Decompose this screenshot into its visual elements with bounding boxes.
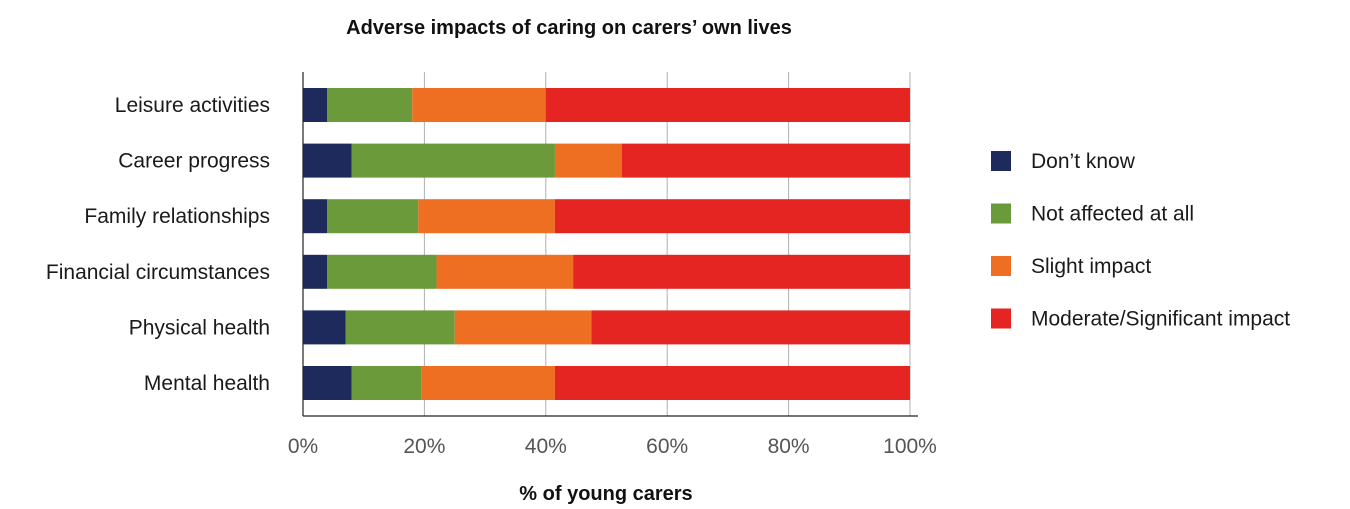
x-axis-title: % of young carers bbox=[519, 483, 692, 505]
bar-segment bbox=[351, 366, 422, 400]
x-tick-label: 20% bbox=[403, 435, 445, 458]
category-label: Career progress bbox=[118, 150, 270, 173]
bar-segment bbox=[621, 143, 910, 178]
legend-swatch bbox=[991, 151, 1011, 171]
x-tick-label: 60% bbox=[646, 435, 688, 458]
x-tick-label: 0% bbox=[288, 435, 318, 458]
category-labels: Leisure activities Career progress Family … bbox=[46, 94, 270, 395]
bar-segment bbox=[554, 199, 910, 234]
bar-segment bbox=[554, 143, 622, 178]
gridlines bbox=[423, 72, 911, 416]
bar-segment bbox=[351, 143, 555, 178]
bar-segment bbox=[412, 88, 546, 122]
x-tick-label: 80% bbox=[768, 435, 810, 458]
category-label: Physical health bbox=[129, 316, 270, 339]
bar-segment bbox=[303, 310, 346, 345]
bar-segment bbox=[454, 310, 592, 345]
legend-swatch bbox=[991, 308, 1011, 329]
bar-segment bbox=[591, 310, 910, 345]
bar-segment bbox=[436, 254, 574, 289]
bar-segment bbox=[421, 366, 555, 400]
bar-segment bbox=[303, 143, 352, 178]
category-label: Family relationships bbox=[84, 205, 270, 228]
axes bbox=[302, 72, 918, 417]
bars bbox=[303, 88, 910, 400]
bar-segment bbox=[303, 199, 328, 234]
chart-title: Adverse impacts of caring on carers’ own… bbox=[346, 17, 792, 39]
legend-label: Not affected at all bbox=[1031, 203, 1194, 226]
legend-label: Moderate/Significant impact bbox=[1031, 308, 1290, 331]
x-tick-label: 100% bbox=[883, 435, 937, 458]
legend-swatch bbox=[991, 256, 1011, 276]
bar-segment bbox=[303, 366, 352, 400]
bar-segment bbox=[545, 88, 910, 122]
x-tick-label: 40% bbox=[525, 435, 567, 458]
category-label: Mental health bbox=[144, 372, 270, 395]
legend-label: Don’t know bbox=[1031, 150, 1136, 173]
bar-segment bbox=[303, 254, 328, 289]
legend: Don’t know Not affected at all Slight impa… bbox=[991, 150, 1290, 331]
bar-segment bbox=[327, 88, 413, 122]
bar-segment bbox=[573, 254, 910, 289]
bar-segment bbox=[327, 199, 419, 234]
category-label: Financial circumstances bbox=[46, 261, 270, 284]
x-tick-labels: 0% 20% 40% 60% 80% 100% bbox=[288, 435, 937, 458]
bar-segment bbox=[418, 199, 555, 234]
bar-segment bbox=[327, 254, 437, 289]
legend-swatch bbox=[991, 203, 1011, 224]
bar-segment bbox=[345, 310, 455, 345]
legend-label: Slight impact bbox=[1031, 255, 1151, 278]
bar-segment bbox=[554, 366, 910, 400]
bar-segment bbox=[303, 88, 328, 122]
category-label: Leisure activities bbox=[115, 94, 270, 117]
